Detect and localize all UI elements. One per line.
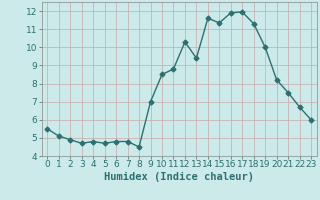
X-axis label: Humidex (Indice chaleur): Humidex (Indice chaleur) [104,172,254,182]
